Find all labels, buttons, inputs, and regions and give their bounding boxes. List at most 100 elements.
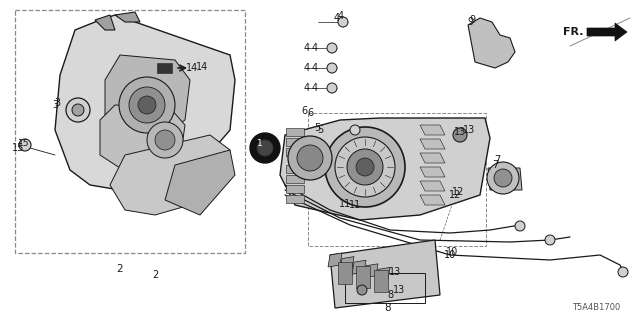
Text: 5: 5	[317, 125, 323, 135]
Bar	[286, 138, 304, 146]
Text: 7: 7	[494, 155, 500, 165]
Bar	[286, 148, 304, 156]
Text: 9: 9	[467, 17, 473, 27]
Polygon shape	[105, 55, 190, 130]
Text: 4: 4	[304, 83, 310, 93]
Text: 6: 6	[307, 108, 313, 118]
Bar	[286, 185, 304, 193]
Circle shape	[155, 130, 175, 150]
Polygon shape	[328, 253, 342, 267]
Circle shape	[288, 136, 332, 180]
Text: 14: 14	[196, 62, 208, 72]
Text: 13: 13	[463, 125, 476, 135]
Polygon shape	[95, 15, 115, 30]
Text: 6: 6	[302, 106, 308, 116]
Bar	[308, 113, 486, 246]
Bar	[286, 128, 304, 136]
Text: 14: 14	[186, 63, 198, 73]
Circle shape	[297, 145, 323, 171]
Polygon shape	[376, 268, 390, 281]
Polygon shape	[330, 240, 440, 308]
Text: 2: 2	[116, 264, 124, 274]
Bar	[286, 165, 304, 173]
Circle shape	[19, 139, 31, 151]
Polygon shape	[420, 125, 445, 135]
Text: 11: 11	[349, 200, 361, 210]
Circle shape	[618, 267, 628, 277]
Bar	[345, 273, 425, 303]
Text: 1: 1	[260, 140, 266, 150]
Text: 13: 13	[389, 267, 401, 277]
Text: 4: 4	[312, 43, 318, 53]
Polygon shape	[420, 167, 445, 177]
Bar	[374, 270, 388, 292]
Circle shape	[257, 140, 273, 156]
Polygon shape	[55, 15, 235, 190]
Circle shape	[357, 285, 367, 295]
Circle shape	[494, 169, 512, 187]
Polygon shape	[420, 153, 445, 163]
Circle shape	[129, 87, 165, 123]
Polygon shape	[420, 195, 445, 205]
Text: FR.: FR.	[563, 27, 583, 37]
Text: 13: 13	[454, 127, 466, 137]
Text: 4: 4	[334, 13, 340, 23]
Bar	[286, 195, 304, 203]
Circle shape	[327, 43, 337, 53]
Circle shape	[147, 122, 183, 158]
Text: 3: 3	[54, 98, 60, 108]
Bar	[15, 10, 245, 253]
Circle shape	[453, 128, 467, 142]
Polygon shape	[115, 12, 140, 22]
Polygon shape	[110, 135, 230, 215]
Circle shape	[138, 96, 156, 114]
Circle shape	[545, 235, 555, 245]
Text: 11: 11	[339, 199, 351, 209]
Polygon shape	[420, 181, 445, 191]
Text: 4: 4	[312, 63, 318, 73]
Circle shape	[250, 133, 280, 163]
Text: 10: 10	[446, 247, 458, 257]
Text: T5A4B1700: T5A4B1700	[572, 303, 620, 313]
Circle shape	[66, 98, 90, 122]
Text: 4: 4	[338, 11, 344, 21]
Polygon shape	[165, 150, 235, 215]
Polygon shape	[157, 63, 172, 73]
Circle shape	[72, 104, 84, 116]
Circle shape	[335, 137, 395, 197]
Text: 10: 10	[444, 250, 456, 260]
Polygon shape	[468, 18, 515, 68]
Bar	[338, 262, 352, 284]
Text: 8: 8	[387, 290, 393, 300]
Circle shape	[327, 83, 337, 93]
Text: 12: 12	[449, 190, 461, 200]
Circle shape	[347, 149, 383, 185]
Circle shape	[350, 125, 360, 135]
Text: 3: 3	[52, 100, 58, 110]
Bar	[356, 266, 370, 288]
Circle shape	[327, 63, 337, 73]
Text: 8: 8	[385, 303, 391, 313]
Circle shape	[515, 221, 525, 231]
Text: 12: 12	[452, 187, 464, 197]
Circle shape	[487, 162, 519, 194]
Text: 1: 1	[257, 139, 263, 148]
Polygon shape	[100, 105, 185, 168]
Text: 4: 4	[312, 83, 318, 93]
Polygon shape	[340, 257, 354, 271]
Polygon shape	[488, 168, 522, 190]
Polygon shape	[420, 139, 445, 149]
Circle shape	[356, 158, 374, 176]
Polygon shape	[587, 23, 627, 41]
Polygon shape	[352, 260, 366, 274]
Text: 9: 9	[469, 15, 475, 25]
Polygon shape	[280, 118, 490, 220]
Text: 5: 5	[314, 123, 320, 133]
Polygon shape	[364, 264, 378, 278]
Text: 4: 4	[304, 43, 310, 53]
Text: 2: 2	[152, 270, 158, 280]
Text: 7: 7	[492, 160, 498, 170]
Circle shape	[325, 127, 405, 207]
Circle shape	[338, 17, 348, 27]
Text: 15: 15	[18, 139, 29, 148]
